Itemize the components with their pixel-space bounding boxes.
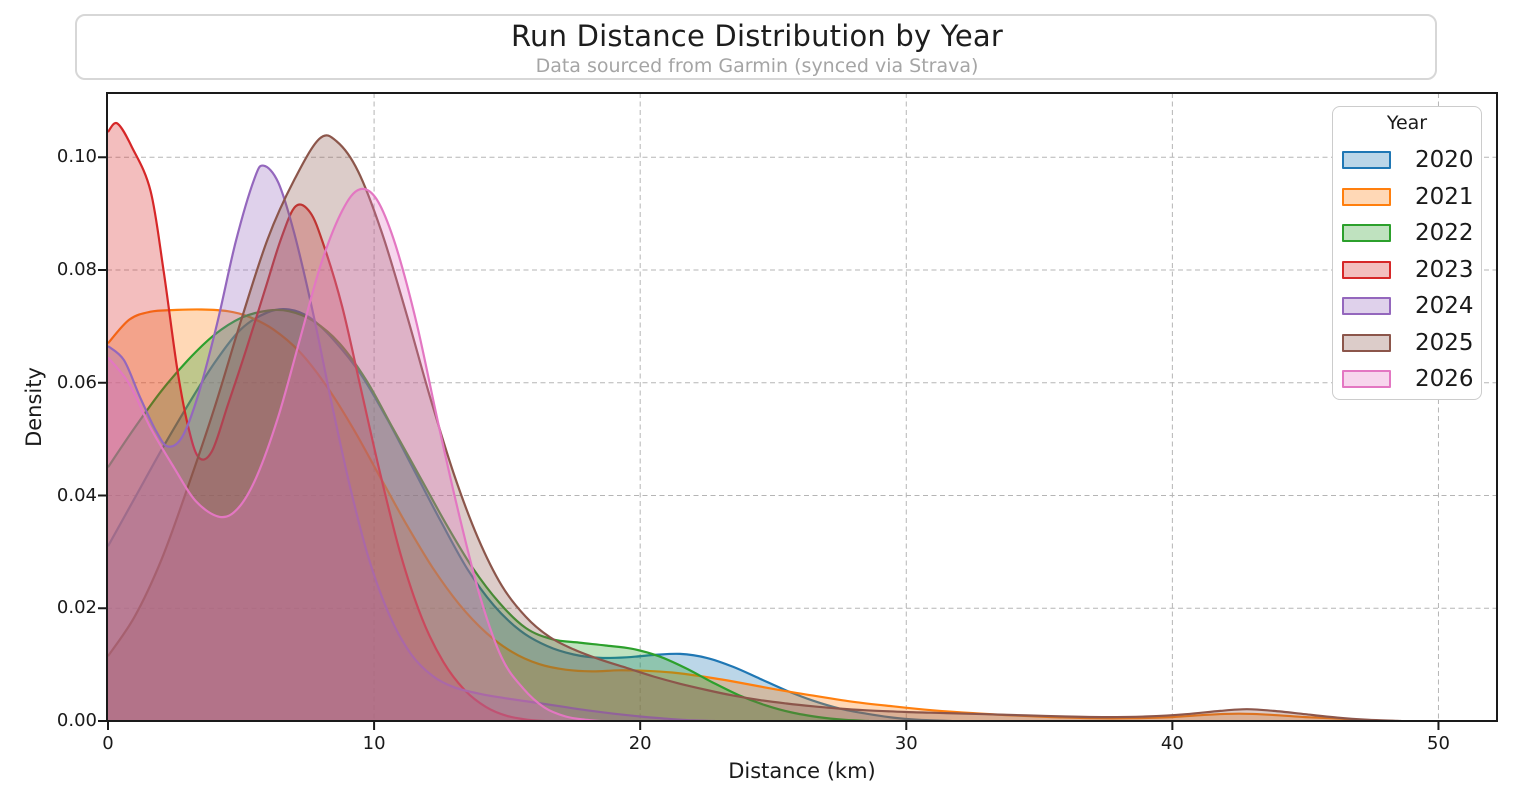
- kde-fill-2025: [108, 135, 1402, 721]
- x-tick-label-0: 0: [102, 733, 114, 754]
- y-tick-label-0.00: 0.00: [56, 710, 97, 731]
- legend-swatch-2021: [1342, 187, 1391, 206]
- legend-item-2026: 2026: [1342, 365, 1482, 395]
- kde-line-2026: [107, 187, 601, 722]
- chart-subtitle: Data sourced from Garmin (synced via Str…: [535, 55, 979, 77]
- legend-item-label: 2022: [1415, 220, 1474, 246]
- legend-item-2024: 2024: [1342, 292, 1482, 322]
- legend-item-2020: 2020: [1342, 146, 1482, 176]
- x-tick-label-10: 10: [362, 733, 386, 754]
- kde-line-2020: [107, 307, 952, 722]
- legend-item-label: 2020: [1415, 147, 1474, 173]
- kde-fill-2021: [108, 309, 1394, 721]
- x-tick-label-20: 20: [628, 733, 652, 754]
- legend-swatch-2025: [1342, 333, 1391, 352]
- x-tick-label-50: 50: [1427, 733, 1450, 754]
- legend-item-label: 2024: [1415, 293, 1474, 319]
- y-tick-label-0.04: 0.04: [56, 484, 97, 506]
- y-tick-label-0.08: 0.08: [56, 259, 97, 280]
- y-tick-label-0.06: 0.06: [56, 371, 97, 393]
- chart-title: Run Distance Distribution by Year: [510, 19, 1004, 53]
- title-box: [75, 14, 1437, 80]
- kde-line-2024: [107, 164, 715, 722]
- kde-fill-2022: [108, 309, 869, 721]
- kde-line-2021: [107, 308, 1394, 722]
- legend-swatch-2022: [1342, 224, 1391, 242]
- legend-title: Year: [1386, 112, 1428, 134]
- legend-swatch-2023: [1342, 260, 1391, 279]
- x-tick-label-40: 40: [1160, 733, 1184, 754]
- legend-item-2022: 2022: [1342, 219, 1482, 249]
- legend-swatch-2020: [1342, 151, 1391, 169]
- legend-swatch-2024: [1342, 297, 1391, 315]
- kde-line-2025: [107, 134, 1402, 722]
- legend-item-label: 2023: [1415, 256, 1474, 283]
- gridlines: [107, 93, 1497, 721]
- legend-item-label: 2021: [1415, 183, 1474, 210]
- legend-swatch-2026: [1342, 370, 1391, 388]
- legend-item-2025: 2025: [1342, 329, 1482, 359]
- kde-line-2023: [107, 121, 545, 722]
- kde-fill-2024: [108, 165, 715, 722]
- legend-item-2023: 2023: [1342, 256, 1482, 286]
- y-tick-label-0.02: 0.02: [56, 597, 97, 619]
- legend-item-label: 2026: [1415, 366, 1474, 392]
- tick-marks: [98, 156, 1440, 730]
- plot-border: [106, 92, 1498, 722]
- kde-fill-2023: [108, 122, 545, 721]
- kde-curves: [107, 121, 1402, 722]
- legend-item-2021: 2021: [1342, 183, 1482, 213]
- x-tick-label-30: 30: [894, 733, 918, 754]
- legend-item-label: 2025: [1415, 329, 1474, 356]
- x-axis-label: Distance (km): [728, 759, 876, 783]
- y-tick-label-0.10: 0.10: [56, 146, 97, 168]
- kde-fill-2020: [108, 309, 952, 721]
